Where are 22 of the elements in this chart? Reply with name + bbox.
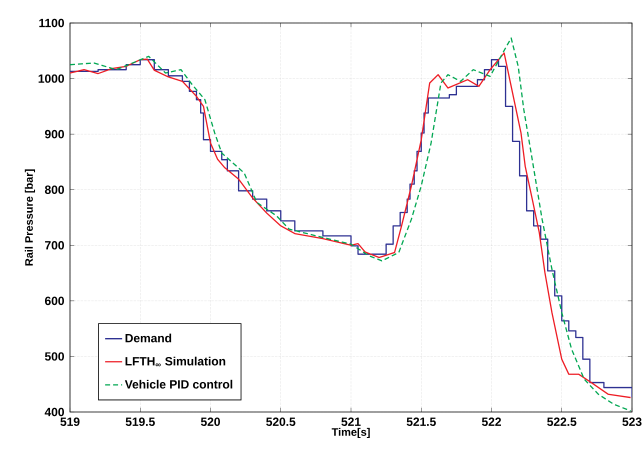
legend-label: Vehicle PID control [124, 380, 232, 389]
x-axis-title: Time[s] [332, 428, 370, 438]
y-tick-label: 900 [44, 130, 64, 138]
x-tick-label: 521 [341, 418, 361, 426]
x-tick-label: 520 [200, 418, 220, 426]
y-tick-label: 800 [44, 185, 64, 194]
y-axis-title: Rail Pressure [bar] [24, 169, 36, 266]
y-tick-label: 1100 [39, 18, 64, 28]
x-tick-label: 522.5 [547, 418, 576, 426]
x-tick-label: 522 [482, 418, 501, 426]
x-tick-label: 521.5 [406, 418, 436, 426]
y-tick-label: 400 [44, 408, 64, 416]
y-tick-label: 600 [44, 296, 64, 306]
y-tick-label: 500 [44, 352, 64, 361]
x-tick-label: 519 [60, 418, 80, 426]
y-tick-label: 700 [45, 241, 64, 250]
x-tick-label: 520.5 [266, 418, 296, 426]
legend-label: Demand [126, 334, 172, 342]
y-tick-label: 1000 [38, 74, 64, 83]
x-tick-label: 519.5 [126, 418, 155, 426]
legend-label: LFTH$_{∞}$ Simulation [126, 356, 226, 366]
x-tick-label: 523 [622, 418, 642, 426]
